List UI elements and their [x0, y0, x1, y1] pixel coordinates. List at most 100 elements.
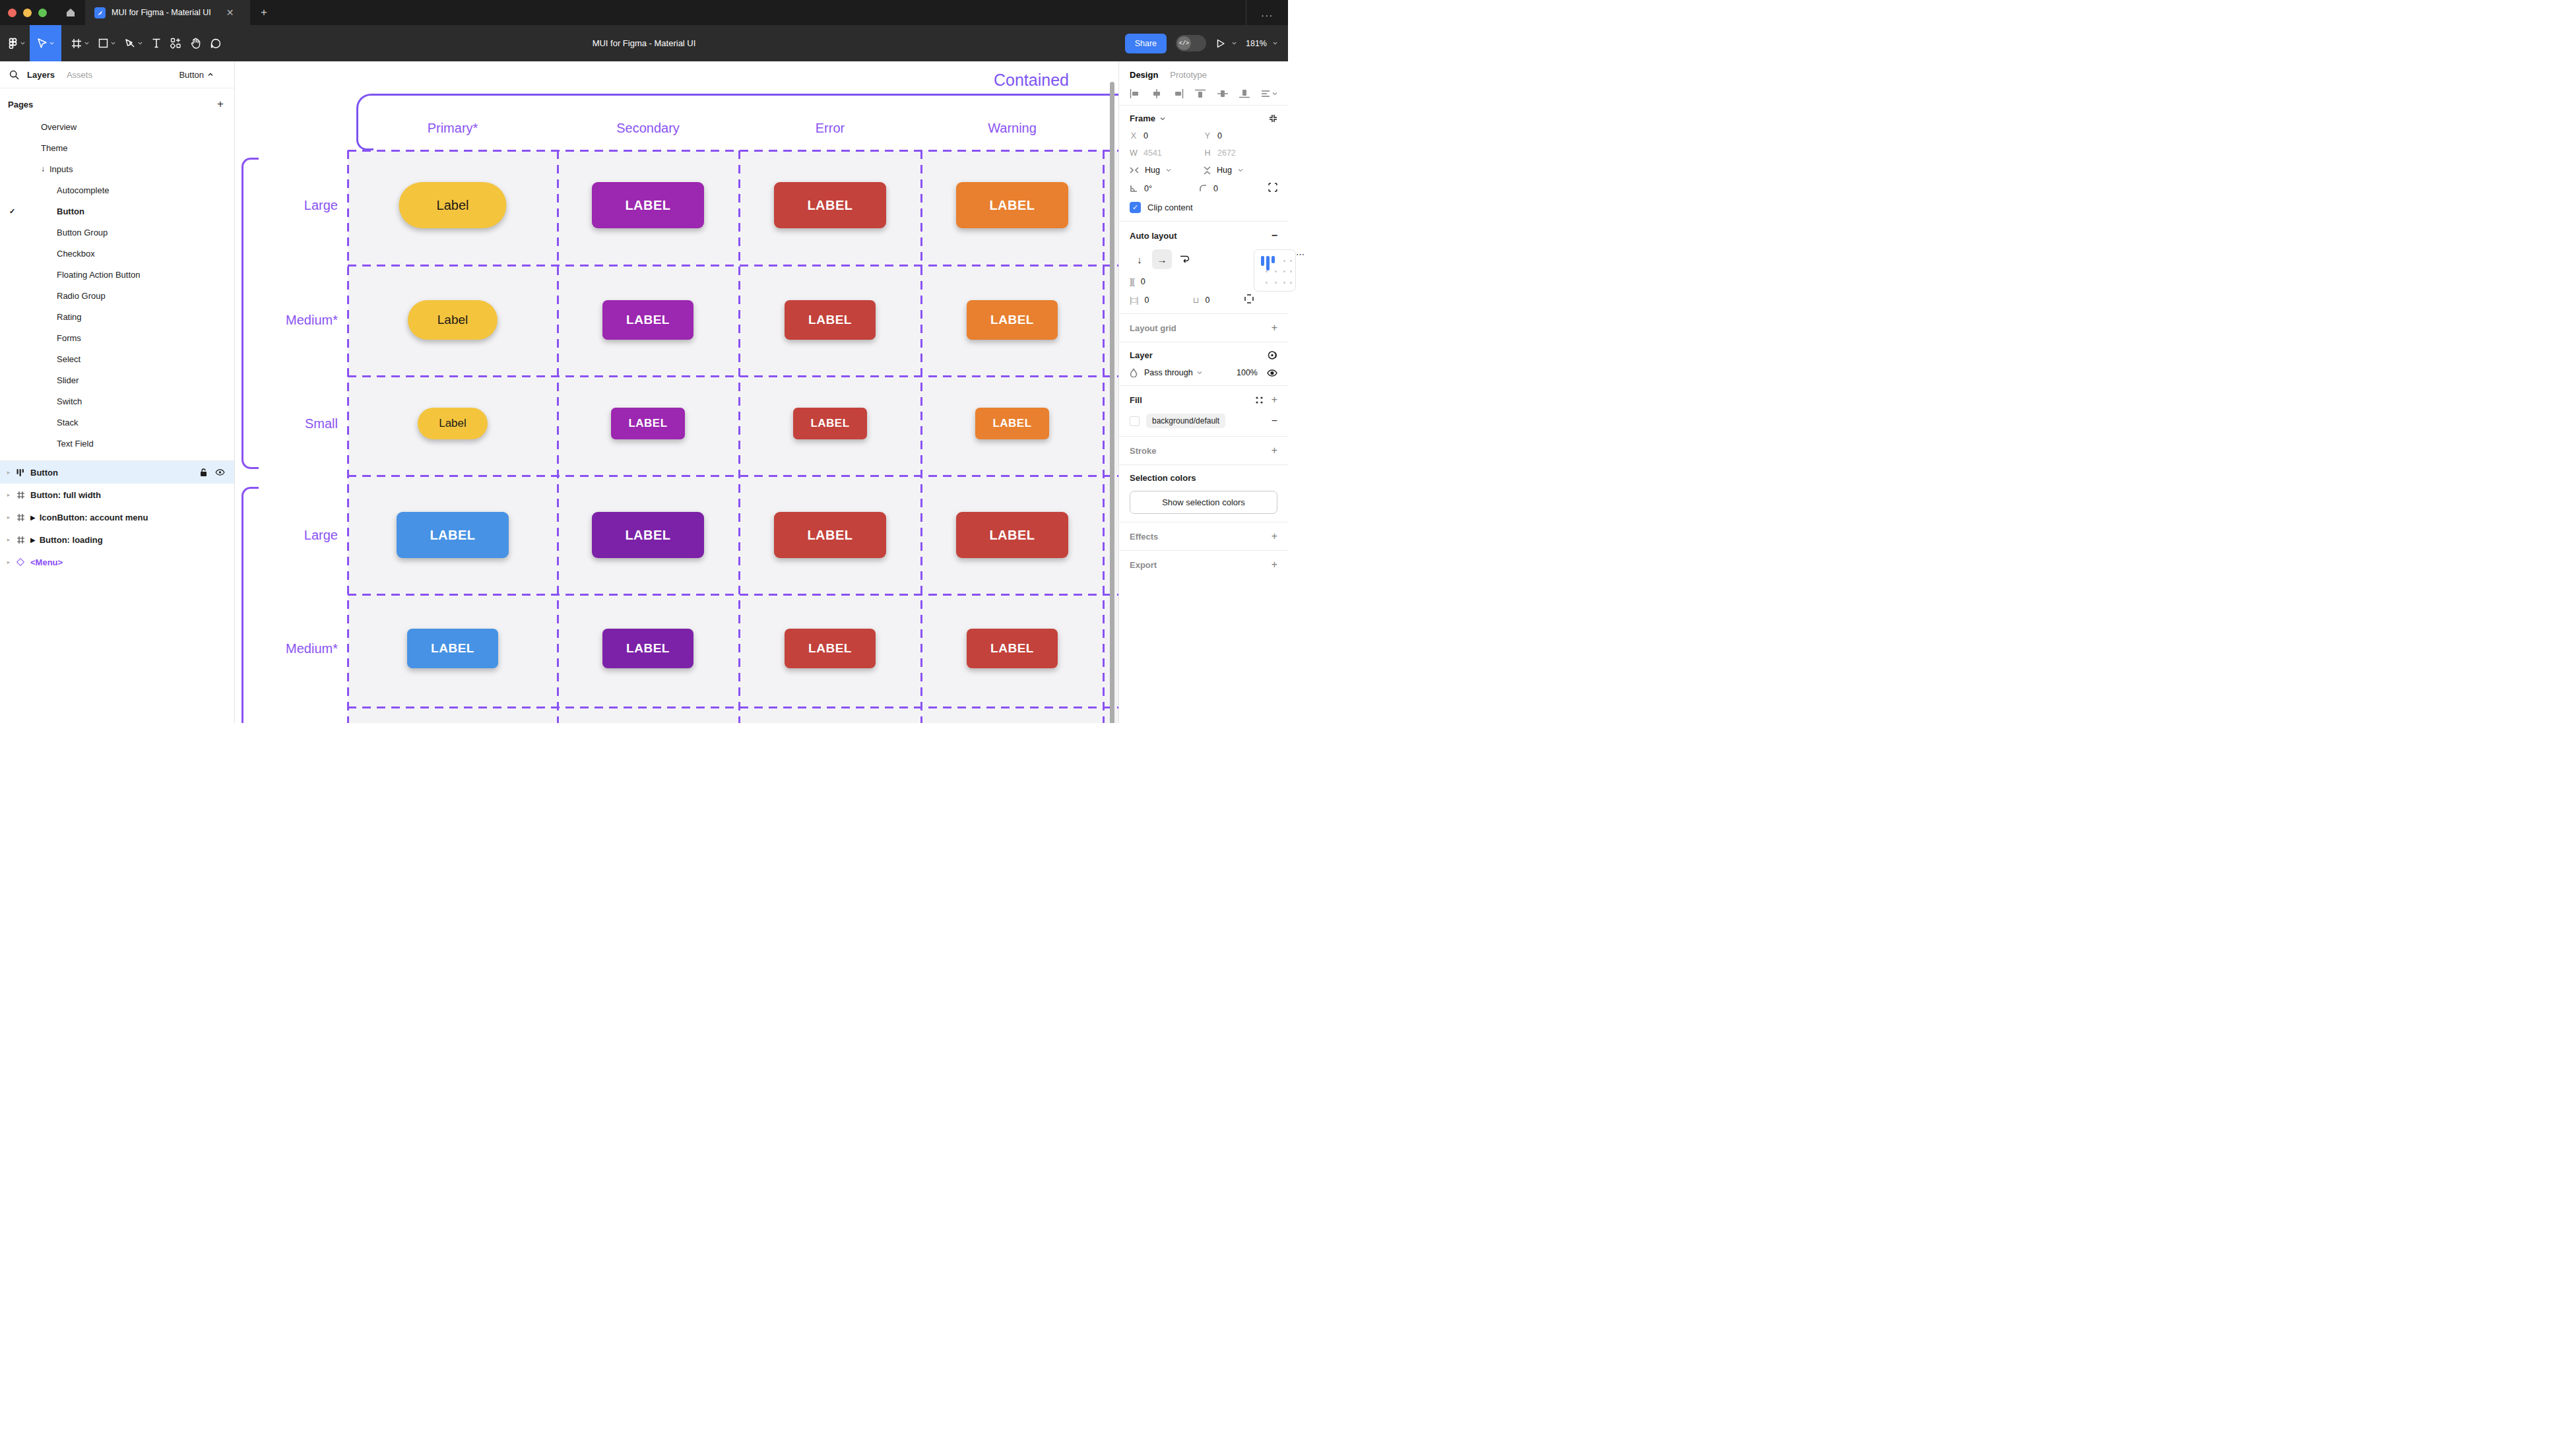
alignment-pad[interactable] — [1254, 249, 1288, 292]
vertical-padding-input[interactable]: ⊔ 0 — [1193, 296, 1244, 305]
styles-icon[interactable] — [1255, 396, 1264, 404]
rotation-input[interactable]: 0° — [1130, 184, 1199, 193]
canvas-button-secondary-medium-2[interactable]: LABEL — [602, 300, 693, 340]
remove-fill-button[interactable]: − — [1272, 415, 1277, 426]
layer-item-iconbutton-account-menu[interactable]: ▸▶IconButton: account menu — [0, 506, 234, 528]
canvas[interactable]: Contained Primary*SecondaryErrorWarning … — [235, 61, 1118, 723]
visibility-eye-icon[interactable] — [215, 469, 225, 476]
clip-content-row[interactable]: ✓ Clip content — [1130, 202, 1277, 213]
canvas-button-warning-large-1[interactable]: LABEL — [956, 182, 1068, 228]
frame-tool-button[interactable] — [67, 25, 94, 61]
tab-prototype[interactable]: Prototype — [1170, 70, 1207, 80]
horizontal-resizing-dropdown[interactable]: Hug — [1130, 166, 1204, 175]
page-item-checkbox[interactable]: Checkbox — [0, 243, 234, 264]
visibility-eye-icon[interactable] — [1267, 369, 1277, 377]
page-item-button[interactable]: ✓Button — [0, 201, 234, 222]
canvas-button-warning-medium-5[interactable]: LABEL — [967, 629, 1058, 668]
layer-opacity-input[interactable]: 100% — [1237, 368, 1258, 377]
hand-tool-button[interactable] — [186, 25, 206, 61]
height-input[interactable]: 2672 — [1217, 148, 1236, 158]
align-bottom-icon[interactable] — [1239, 89, 1250, 98]
unlock-icon[interactable] — [200, 468, 207, 477]
canvas-button-warning-small-3[interactable]: LABEL — [975, 408, 1049, 439]
page-item-text-field[interactable]: Text Field — [0, 433, 234, 454]
add-stroke-button[interactable]: + — [1272, 445, 1277, 456]
page-item-stack[interactable]: Stack — [0, 412, 234, 433]
expand-chevron-icon[interactable]: ▸ — [4, 559, 13, 565]
page-item-theme[interactable]: Theme — [0, 137, 234, 158]
remove-auto-layout-button[interactable]: − — [1272, 230, 1277, 241]
page-item-autocomplete[interactable]: Autocomplete — [0, 179, 234, 201]
align-left-icon[interactable] — [1130, 89, 1140, 98]
page-item-inputs[interactable]: ↓Inputs — [0, 158, 234, 179]
chevron-down-icon[interactable] — [1160, 116, 1165, 121]
corner-radius-input[interactable]: 0 — [1199, 184, 1268, 193]
share-button[interactable]: Share — [1125, 34, 1167, 53]
layer-item-menu[interactable]: ▸<Menu> — [0, 551, 234, 573]
search-icon[interactable] — [9, 70, 19, 80]
move-tool-button[interactable] — [30, 25, 61, 61]
titlebar-more[interactable]: ... — [1246, 0, 1288, 25]
add-export-button[interactable]: + — [1272, 559, 1277, 571]
tab-design[interactable]: Design — [1130, 70, 1158, 80]
canvas-button-primary-medium-2[interactable]: Label — [408, 300, 498, 340]
page-item-floating-action-button[interactable]: Floating Action Button — [0, 264, 234, 285]
dev-mode-toggle[interactable]: </> — [1176, 35, 1206, 51]
layer-item-button-loading[interactable]: ▸▶Button: loading — [0, 528, 234, 551]
independent-corners-icon[interactable] — [1268, 183, 1277, 192]
width-input[interactable]: 4541 — [1143, 148, 1162, 158]
layer-item-button[interactable]: ▸Button — [0, 461, 234, 484]
resources-tool-button[interactable] — [166, 25, 186, 61]
canvas-button-warning-large-4[interactable]: LABEL — [956, 512, 1068, 558]
x-input[interactable]: 0 — [1143, 131, 1148, 141]
expand-chevron-icon[interactable]: ▸ — [4, 491, 13, 498]
align-top-icon[interactable] — [1195, 89, 1206, 98]
canvas-button-error-large-4[interactable]: LABEL — [774, 512, 886, 558]
blend-mode-icon[interactable] — [1268, 350, 1277, 360]
close-tab-icon[interactable]: ✕ — [226, 7, 234, 18]
layout-wrap-button[interactable] — [1175, 249, 1194, 269]
fill-style-chip[interactable]: background/default — [1146, 414, 1225, 428]
y-input[interactable]: 0 — [1217, 131, 1222, 141]
canvas-button-primary-medium-5[interactable]: LABEL — [407, 629, 498, 668]
canvas-button-secondary-small-3[interactable]: LABEL — [611, 408, 685, 439]
page-item-select[interactable]: Select — [0, 348, 234, 369]
canvas-button-secondary-large-1[interactable]: LABEL — [592, 182, 704, 228]
add-fill-button[interactable]: + — [1272, 394, 1277, 406]
present-button[interactable] — [1215, 38, 1237, 49]
blend-mode-dropdown[interactable]: Pass through — [1144, 368, 1202, 377]
minimize-window-icon[interactable] — [23, 9, 32, 17]
individual-padding-icon[interactable] — [1244, 294, 1254, 303]
canvas-button-warning-medium-2[interactable]: LABEL — [967, 300, 1058, 340]
canvas-button-error-medium-5[interactable]: LABEL — [785, 629, 876, 668]
pen-tool-button[interactable] — [120, 25, 147, 61]
shape-tool-button[interactable] — [94, 25, 120, 61]
canvas-button-error-small-3[interactable]: LABEL — [793, 408, 867, 439]
add-effect-button[interactable]: + — [1272, 530, 1277, 542]
expand-chevron-icon[interactable]: ▸ — [4, 514, 13, 520]
item-spacing-input[interactable]: ] | [ 0 — [1130, 277, 1254, 286]
page-item-rating[interactable]: Rating — [0, 306, 234, 327]
horizontal-padding-input[interactable]: |□| 0 — [1130, 296, 1193, 305]
canvas-button-error-large-1[interactable]: LABEL — [774, 182, 886, 228]
align-vertical-center-icon[interactable] — [1217, 89, 1228, 98]
canvas-button-error-medium-2[interactable]: LABEL — [785, 300, 876, 340]
align-horizontal-center-icon[interactable] — [1151, 89, 1162, 98]
page-item-forms[interactable]: Forms — [0, 327, 234, 348]
comment-tool-button[interactable] — [206, 25, 226, 61]
text-tool-button[interactable] — [147, 25, 166, 61]
page-item-radio-group[interactable]: Radio Group — [0, 285, 234, 306]
add-page-button[interactable]: + — [217, 98, 224, 111]
zoom-menu[interactable]: 181% — [1246, 39, 1277, 48]
expand-chevron-icon[interactable]: ▸ — [4, 536, 13, 543]
tab-assets[interactable]: Assets — [67, 70, 92, 80]
expand-chevron-icon[interactable]: ▸ — [4, 469, 13, 476]
distribute-menu[interactable] — [1261, 90, 1277, 98]
tab-layers[interactable]: Layers — [27, 70, 55, 80]
home-button[interactable] — [56, 0, 85, 25]
collapse-icon[interactable] — [1269, 114, 1277, 123]
close-window-icon[interactable] — [8, 9, 16, 17]
canvas-button-secondary-large-4[interactable]: LABEL — [592, 512, 704, 558]
page-item-button-group[interactable]: Button Group — [0, 222, 234, 243]
layout-horizontal-button[interactable]: → — [1152, 249, 1172, 269]
